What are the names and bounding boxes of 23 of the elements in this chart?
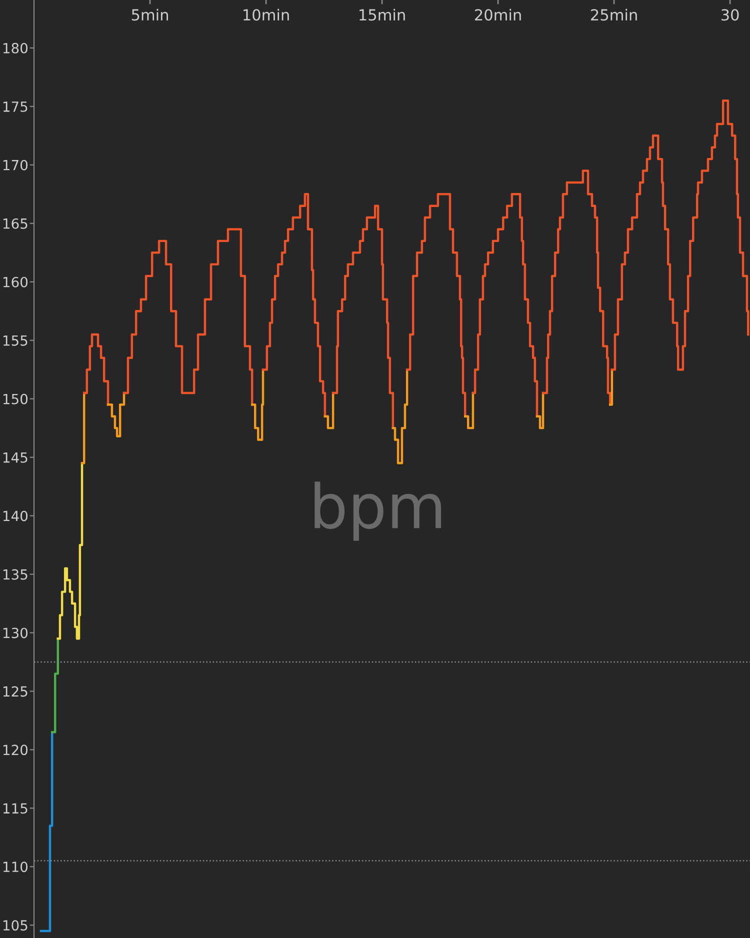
y-tick-label: 160: [3, 276, 28, 288]
x-tick-label: 25min: [591, 8, 637, 21]
x-tick-label: 30: [721, 9, 739, 21]
y-tick-label: 155: [3, 335, 28, 346]
y-tick-label: 135: [3, 569, 28, 580]
y-tick-label: 140: [3, 510, 28, 522]
y-tick-label: 180: [3, 42, 28, 54]
x-tick-label: 15min: [360, 8, 405, 21]
y-tick-label: 115: [3, 803, 28, 814]
y-tick-label: 165: [3, 218, 28, 229]
y-tick-label: 145: [3, 452, 28, 463]
y-tick-label: 125: [3, 686, 28, 697]
x-tick-label: 20min: [475, 8, 521, 21]
y-axis-title: bpm: [314, 482, 442, 541]
x-tick-label: 10min: [244, 8, 289, 21]
y-tick-label: 175: [3, 102, 28, 112]
y-tick-label: 105: [3, 920, 28, 931]
x-tick-label: 5min: [132, 8, 168, 21]
y-tick-label: 150: [3, 394, 28, 404]
y-tick-label: 120: [3, 744, 28, 756]
y-tick-label: 130: [3, 628, 28, 638]
y-tick-label: 110: [3, 862, 28, 872]
y-tick-label: 170: [3, 160, 28, 170]
